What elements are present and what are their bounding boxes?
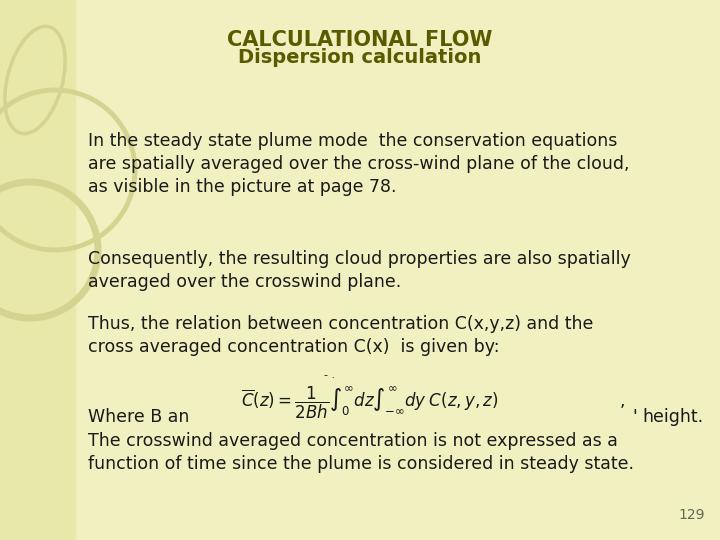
Text: In the steady state plume mode  the conservation equations
are spatially average: In the steady state plume mode the conse… [88, 132, 629, 196]
Text: $\overline{C}(z) = \dfrac{1}{2Bh}\int_0^{\infty} dz \int_{-\infty}^{\infty} dy\;: $\overline{C}(z) = \dfrac{1}{2Bh}\int_0^… [241, 385, 499, 421]
Text: Consequently, the resulting cloud properties are also spatially
averaged over th: Consequently, the resulting cloud proper… [88, 250, 631, 291]
Text: - .: - . [325, 370, 336, 380]
Text: Where B an: Where B an [88, 408, 189, 426]
Bar [0, 0, 75, 540]
Text: 129: 129 [678, 508, 705, 522]
Text: CALCULATIONAL FLOW: CALCULATIONAL FLOW [228, 30, 492, 50]
Text: height.: height. [642, 408, 703, 426]
Text: Dispersion calculation: Dispersion calculation [238, 48, 482, 67]
Text: Thus, the relation between concentration C(x,y,z) and the
cross averaged concent: Thus, the relation between concentration… [88, 315, 593, 356]
Text: ,: , [620, 392, 626, 410]
Text: The crosswind averaged concentration is not expressed as a
function of time sinc: The crosswind averaged concentration is … [88, 432, 634, 473]
Text: ': ' [632, 408, 636, 426]
